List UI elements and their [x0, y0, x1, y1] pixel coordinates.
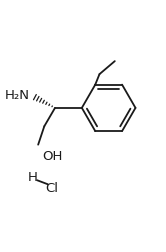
Text: Cl: Cl	[45, 181, 58, 194]
Text: OH: OH	[42, 150, 62, 163]
Text: H₂N: H₂N	[4, 89, 29, 102]
Text: H: H	[28, 171, 38, 184]
